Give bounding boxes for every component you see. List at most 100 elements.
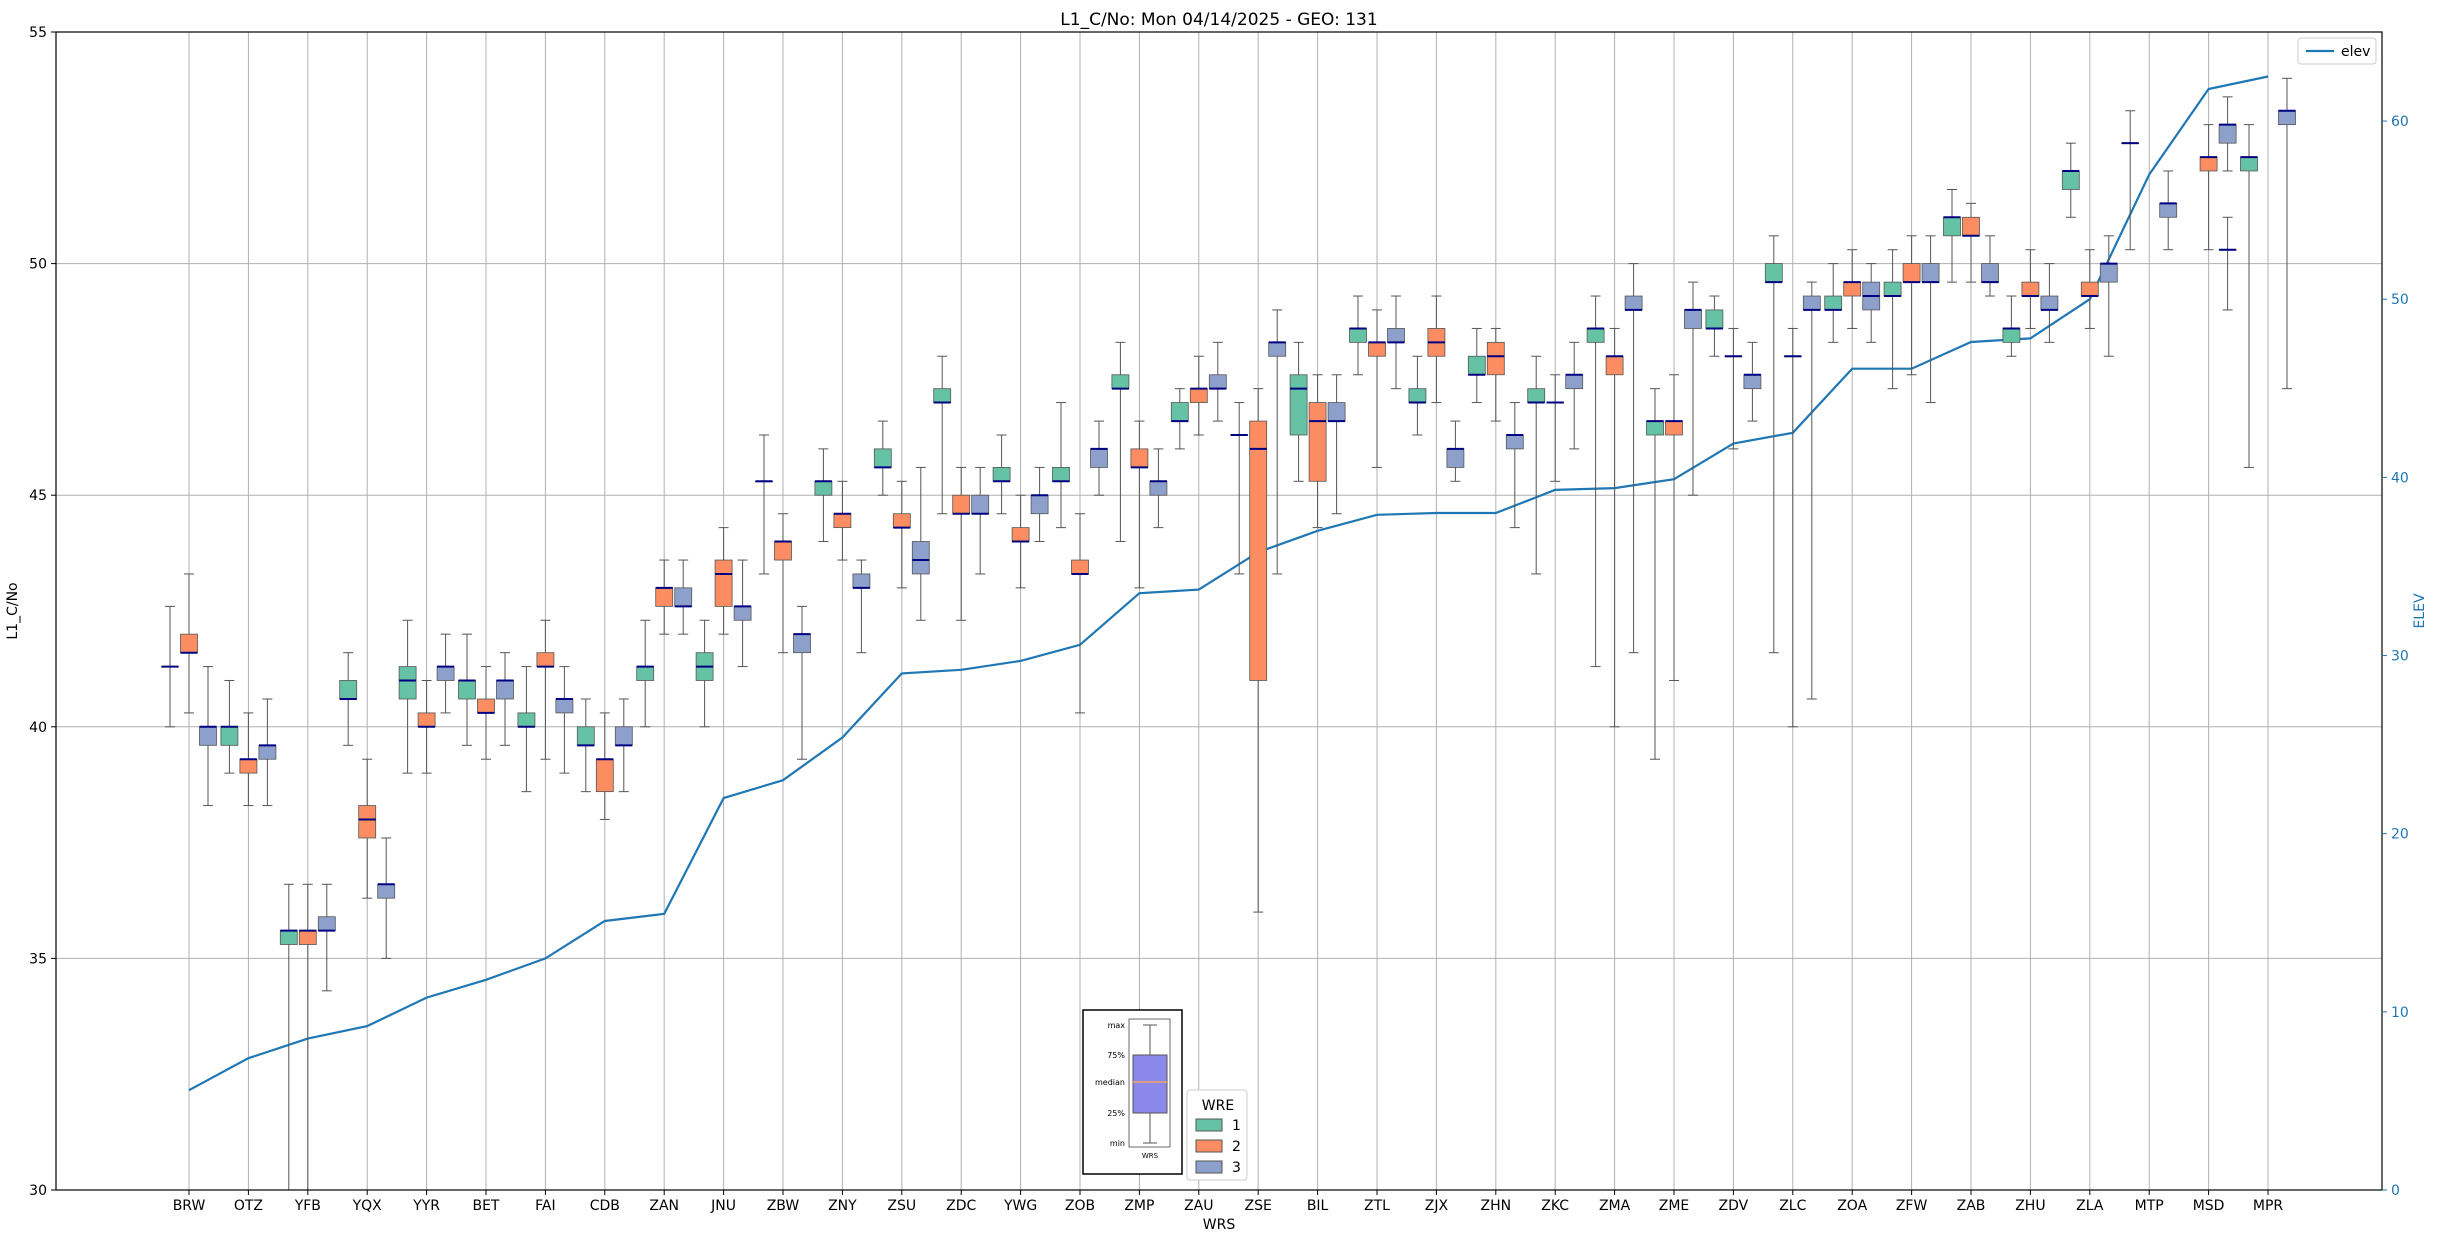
box-iqr — [1586, 328, 1605, 343]
box-CDB-wre1 — [576, 698, 595, 793]
box-iqr — [1289, 374, 1308, 436]
box-YFB-wre3 — [317, 883, 336, 992]
x-tick-label: ZHU — [2015, 1198, 2045, 1214]
box-iqr — [2061, 170, 2080, 190]
box-ZKC-wre2 — [1546, 374, 1565, 482]
x-tick-label: MSD — [2193, 1198, 2225, 1214]
box-ZMA-wre3 — [1624, 263, 1643, 654]
x-tick-label: ZLC — [1779, 1198, 1806, 1214]
box-ZFW-wre3 — [1921, 235, 1940, 404]
box-ZAB-wre1 — [1943, 188, 1961, 283]
y2-tick-label: 30 — [2391, 649, 2409, 665]
box-ZNY-wre1 — [814, 448, 833, 543]
box-iqr — [1446, 448, 1465, 468]
box-ZHN-wre2 — [1486, 327, 1505, 422]
box-BET-wre2 — [477, 666, 495, 760]
box-ZSE-wre2 — [1249, 388, 1268, 913]
box-iqr — [992, 467, 1011, 482]
x-tick-label: YWG — [1003, 1198, 1037, 1214]
box-ZMA-wre2 — [1605, 327, 1624, 728]
box-iqr — [1981, 263, 1999, 283]
box-iqr — [1268, 341, 1287, 357]
box-ZAB-wre2 — [1962, 202, 1980, 283]
box-ZLA-wre2 — [2080, 249, 2099, 329]
box-iqr — [239, 758, 258, 774]
box-ZME-wre3 — [1684, 281, 1702, 496]
box-ZSE-wre1 — [1230, 402, 1249, 575]
box-iqr — [1308, 402, 1327, 482]
box-ZLC-wre3 — [1802, 281, 1821, 700]
box-ZSU-wre1 — [873, 420, 892, 496]
x-tick-label: ZDV — [1719, 1198, 1749, 1214]
box-YQX-wre3 — [377, 837, 396, 959]
box-iqr — [2218, 124, 2237, 144]
box-ZNY-wre3 — [852, 559, 871, 654]
x-tick-label: ZLA — [2076, 1198, 2104, 1214]
box-ZSU-wre3 — [911, 466, 930, 621]
box-iqr — [436, 666, 455, 681]
box-iqr — [793, 633, 811, 654]
key-label-q3: 75% — [1107, 1051, 1125, 1060]
x-tick-label: MPR — [2253, 1198, 2284, 1214]
box-BET-wre1 — [458, 633, 476, 746]
box-ZLC-wre2 — [1783, 327, 1802, 728]
wre-legend: WRE 1 2 3 — [1186, 1089, 1248, 1181]
x-tick-label: YFB — [294, 1198, 321, 1214]
box-iqr — [1505, 434, 1524, 450]
box-ZSE-wre3 — [1268, 309, 1287, 575]
box-iqr — [1052, 467, 1070, 482]
box-MTP-wre1 — [2121, 110, 2140, 251]
box-JNU-wre1 — [695, 619, 714, 728]
box-ZKC-wre3 — [1565, 341, 1584, 450]
box-iqr — [2080, 281, 2099, 297]
box-MPR-wre1 — [2240, 124, 2258, 468]
box-ZHN-wre1 — [1467, 327, 1486, 404]
y2-axis-label: ELEV — [2412, 593, 2428, 628]
box-iqr — [2278, 110, 2296, 126]
box-ZAB-wre3 — [1981, 235, 1999, 297]
box-BET-wre3 — [496, 652, 514, 746]
box-MSD-wre2 — [2199, 124, 2218, 251]
box-ZOB-wre2 — [1071, 513, 1089, 714]
box-ZHU-wre1 — [2002, 295, 2021, 357]
box-MSD-wre3 — [2218, 216, 2237, 311]
x-tick-label: ZOA — [1837, 1198, 1867, 1214]
x-tick-label: ZSU — [887, 1198, 916, 1214]
elev-legend: elev — [2297, 37, 2377, 65]
axes: BRW OTZ YFB YQX YYR BET FAI CDB ZAN JNU ZBW ZNY ZSU Z… — [29, 25, 2409, 1214]
box-iqr — [1486, 341, 1505, 376]
wre-legend-label-1: 1 — [1232, 1118, 1241, 1134]
box-BIL-wre2 — [1308, 374, 1327, 529]
box-OTZ-wre3 — [258, 698, 277, 807]
box-iqr — [1130, 448, 1149, 468]
box-iqr — [417, 712, 436, 728]
box-ZLC-wre1 — [1764, 235, 1783, 654]
box-iqr — [636, 666, 655, 681]
key-xlabel: WRS — [1142, 1152, 1159, 1160]
box-iqr — [555, 698, 574, 714]
y2-tick-label: 40 — [2391, 470, 2409, 486]
box-ZBW-wre2 — [774, 513, 792, 654]
box-ZAU-wre3 — [1208, 341, 1227, 422]
box-iqr — [1802, 295, 1821, 311]
wre-legend-swatch-3 — [1195, 1160, 1223, 1174]
box-ZMP-wre1 — [1111, 341, 1130, 543]
x-tick-label: ZOB — [1065, 1198, 1095, 1214]
box-ZFW-wre2 — [1902, 235, 1921, 376]
y-tick-label: 30 — [29, 1183, 47, 1199]
box-YFB-wre1 — [279, 883, 298, 1191]
plot-frame — [55, 31, 2383, 1191]
box-YWG-wre1 — [992, 434, 1011, 515]
box-iqr — [1743, 374, 1762, 390]
box-ZOA-wre2 — [1843, 249, 1862, 329]
box-iqr — [1170, 402, 1189, 422]
box-CDB-wre2 — [595, 712, 614, 820]
box-JNU-wre3 — [733, 559, 752, 668]
x-tick-label: BIL — [1307, 1198, 1329, 1214]
box-iqr — [1071, 559, 1089, 575]
box-iqr — [1189, 388, 1208, 403]
key-label-median: median — [1095, 1078, 1125, 1087]
box-iqr — [852, 573, 871, 589]
wre-legend-label-3: 3 — [1232, 1160, 1241, 1176]
box-MTP-wre3 — [2159, 170, 2178, 251]
